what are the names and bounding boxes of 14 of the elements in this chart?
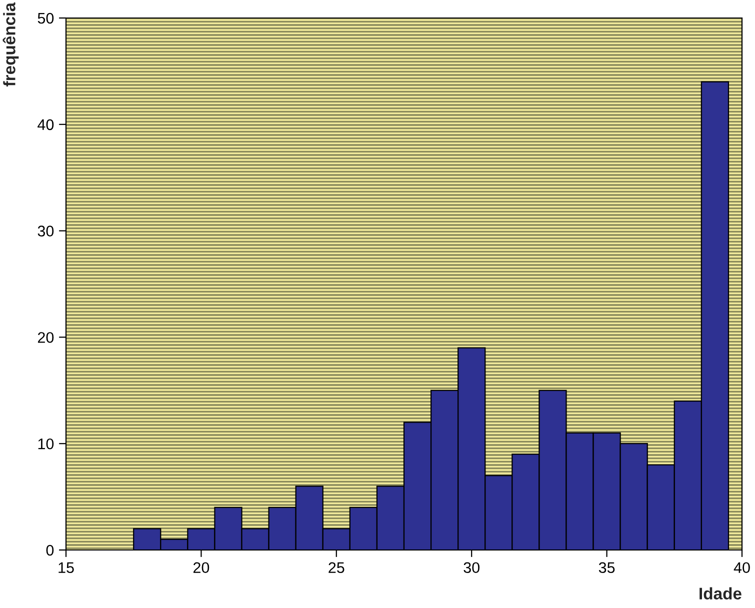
x-tick-label: 30 <box>464 562 480 574</box>
y-axis-title: frequência <box>2 2 19 86</box>
x-axis-title: Idade <box>700 587 742 600</box>
x-tick-label: 35 <box>598 562 615 574</box>
y-tick-label: 50 <box>38 12 54 24</box>
y-tick-label: 10 <box>38 438 54 450</box>
x-tick-label: 15 <box>58 562 74 574</box>
x-tick-label: 25 <box>328 562 344 574</box>
x-tick-label: 20 <box>193 562 210 574</box>
x-tick-label: 40 <box>734 562 750 574</box>
y-tick-label: 30 <box>38 226 54 236</box>
y-tick-label: 40 <box>38 119 54 130</box>
y-tick-label: 20 <box>38 332 54 343</box>
y-tick-label: 0 <box>46 544 54 556</box>
